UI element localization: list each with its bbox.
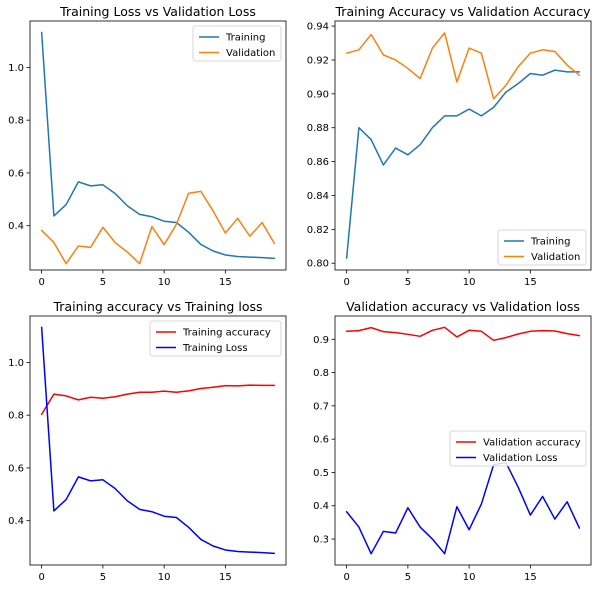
x-tick-label: 10 xyxy=(158,572,171,583)
x-tick-label: 0 xyxy=(343,572,349,583)
x-tick-label: 5 xyxy=(405,277,411,288)
x-tick-label: 0 xyxy=(38,572,44,583)
chart-1: Training Loss vs Validation Loss 0 5 10 15 0.… xyxy=(8,4,287,288)
plot-frame xyxy=(334,20,592,271)
legend-entry: Training Loss xyxy=(182,343,248,354)
legend: Training Validation xyxy=(497,229,587,266)
legend-entry: Training xyxy=(225,33,265,44)
x-tick-label: 0 xyxy=(343,277,349,288)
chart-title: Validation accuracy vs Validation loss xyxy=(346,299,580,314)
chart-title: Training Accuracy vs Validation Accuracy xyxy=(335,4,592,19)
legend-entry: Training xyxy=(530,237,570,248)
chart-title: Training accuracy vs Training loss xyxy=(53,299,263,314)
y-tick-label: 0.88 xyxy=(307,123,329,134)
x-tick-label: 15 xyxy=(219,572,232,583)
legend: Training Validation xyxy=(192,25,282,62)
series-line-1 xyxy=(40,31,276,260)
legend-entry: Validation xyxy=(226,48,275,59)
y-tick-label: 0.84 xyxy=(307,191,329,202)
x-tick-label: 10 xyxy=(463,277,476,288)
legend: Validation accuracy Validation Loss xyxy=(449,430,587,467)
y-tick-label: 1.0 xyxy=(8,358,24,369)
y-tick-label: 0.80 xyxy=(307,259,329,270)
legend-entry: Training accuracy xyxy=(182,328,271,339)
legend-box xyxy=(449,430,587,467)
y-tick-label: 0.4 xyxy=(8,221,24,232)
chart-3: Training accuracy vs Training loss 0 5 10 15… xyxy=(8,299,287,583)
y-tick-label: 0.5 xyxy=(313,468,329,479)
series-line-2 xyxy=(40,326,276,555)
y-tick-label: 0.8 xyxy=(313,368,329,379)
y-tick-label: 0.86 xyxy=(307,157,329,168)
y-tick-label: 0.8 xyxy=(8,411,24,422)
series-line-1 xyxy=(40,384,276,416)
series-line-1 xyxy=(345,326,581,342)
y-tick-label: 0.6 xyxy=(8,463,24,474)
x-tick-label: 15 xyxy=(524,277,537,288)
y-tick-label: 0.7 xyxy=(313,401,329,412)
y-tick-label: 0.6 xyxy=(8,168,24,179)
legend-entry: Validation Loss xyxy=(483,453,558,464)
legend-box xyxy=(149,320,282,357)
x-tick-label: 15 xyxy=(524,572,537,583)
plot-frame xyxy=(334,315,592,566)
plot-frame xyxy=(29,20,287,271)
legend-entry: Validation xyxy=(531,252,580,263)
y-tick-label: 0.9 xyxy=(313,335,329,346)
series-line-2 xyxy=(345,32,581,100)
x-tick-label: 0 xyxy=(38,277,44,288)
series-line-2 xyxy=(40,190,276,265)
series-line-2 xyxy=(345,461,581,555)
chart-title: Training Loss vs Validation Loss xyxy=(59,4,256,19)
x-tick-label: 15 xyxy=(219,277,232,288)
series-line-1 xyxy=(345,69,581,259)
x-tick-label: 5 xyxy=(405,572,411,583)
y-tick-label: 1.0 xyxy=(8,63,24,74)
y-tick-label: 0.92 xyxy=(307,55,329,66)
x-tick-label: 5 xyxy=(100,277,106,288)
y-tick-label: 0.6 xyxy=(313,435,329,446)
y-tick-label: 0.3 xyxy=(313,535,329,546)
x-tick-label: 5 xyxy=(100,572,106,583)
x-tick-label: 10 xyxy=(158,277,171,288)
y-tick-label: 0.82 xyxy=(307,225,329,236)
legend: Training accuracy Training Loss xyxy=(149,320,282,357)
plot-frame xyxy=(29,315,287,566)
chart-4: Validation accuracy vs Validation loss 0 5… xyxy=(313,299,592,583)
x-tick-label: 10 xyxy=(463,572,476,583)
legend-entry: Validation accuracy xyxy=(483,438,581,449)
y-tick-label: 0.8 xyxy=(8,116,24,127)
y-tick-label: 0.4 xyxy=(8,516,24,527)
chart-2: Training Accuracy vs Validation Accuracy… xyxy=(307,4,592,288)
y-tick-label: 0.90 xyxy=(307,89,329,100)
y-tick-label: 0.4 xyxy=(313,501,329,512)
y-tick-label: 0.94 xyxy=(307,22,329,33)
